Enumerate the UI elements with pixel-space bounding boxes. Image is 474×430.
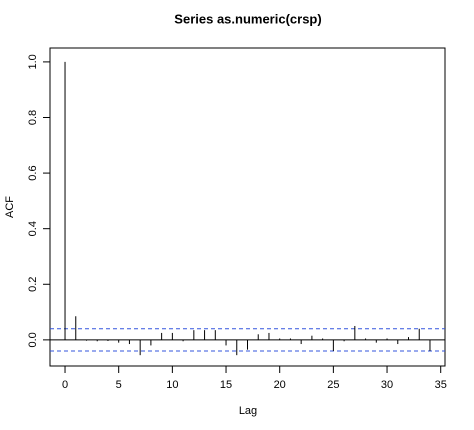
x-tick-label: 0 xyxy=(62,379,68,391)
plot-frame xyxy=(49,47,446,367)
x-tick-label: 10 xyxy=(166,379,178,391)
x-tick-label: 5 xyxy=(116,379,122,391)
x-tick-label: 30 xyxy=(381,379,393,391)
y-axis-label: ACF xyxy=(4,196,16,218)
y-tick-label: 0.8 xyxy=(27,110,39,125)
y-tick-label: 1.0 xyxy=(27,54,39,69)
x-tick-label: 20 xyxy=(274,379,286,391)
x-tick-label: 35 xyxy=(435,379,447,391)
y-tick-label: 0.6 xyxy=(27,165,39,180)
y-tick-label: 0.4 xyxy=(27,221,39,236)
chart-title: Series as.numeric(crsp) xyxy=(174,11,321,26)
y-tick-label: 0.0 xyxy=(27,332,39,347)
x-tick-label: 15 xyxy=(220,379,232,391)
y-tick-label: 0.2 xyxy=(27,277,39,292)
x-axis-label: Lag xyxy=(239,405,257,417)
x-tick-label: 25 xyxy=(327,379,339,391)
